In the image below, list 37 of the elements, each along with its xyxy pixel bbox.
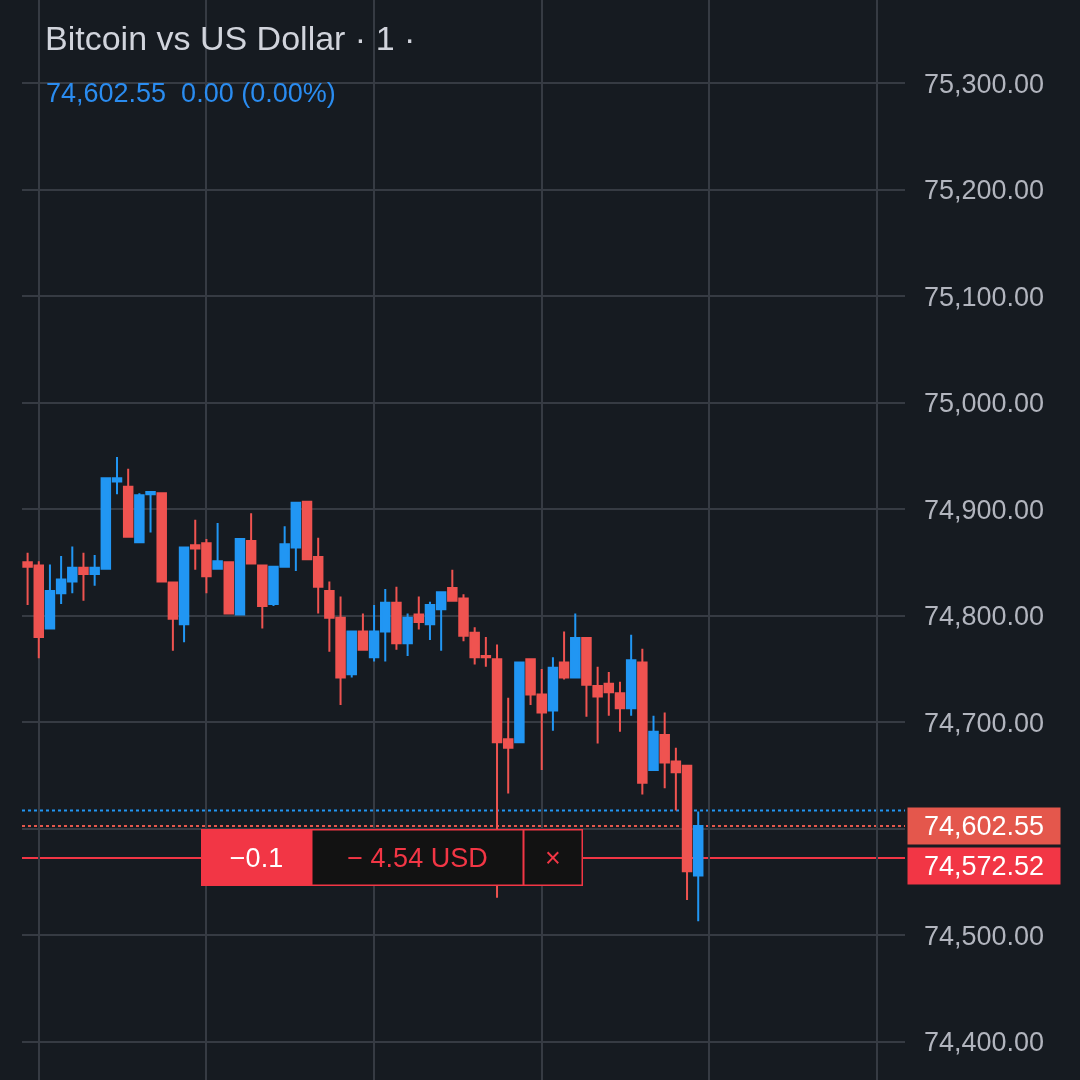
candlestick — [692, 810, 704, 923]
candlestick — [122, 467, 134, 538]
candlestick — [212, 521, 223, 570]
y-tick-label: 75,300.00 — [924, 68, 1045, 99]
candlestick — [234, 537, 246, 616]
y-tick-label: 74,900.00 — [924, 494, 1045, 525]
candlestick — [413, 595, 425, 631]
candlestick — [223, 561, 235, 615]
text: 74,602.55 0.00 (0.00%) — [46, 78, 336, 108]
y-tick-label: 74,800.00 — [924, 601, 1045, 632]
y-tick-label: 74,500.00 — [924, 920, 1045, 951]
y-tick-label: 75,000.00 — [924, 388, 1045, 419]
annotation: × — [545, 842, 561, 873]
candlestick — [357, 612, 369, 651]
y-tick-label: 74,400.00 — [924, 1027, 1045, 1058]
candlestick — [402, 612, 413, 658]
candlestick — [625, 633, 637, 717]
candlestick — [547, 656, 559, 732]
annotation: −0.1 — [229, 842, 284, 873]
candlestick — [391, 585, 402, 651]
annotation: − 4.54 USD — [347, 842, 488, 873]
candlestick — [648, 714, 659, 772]
text: Bitcoin vs US Dollar · 1 · — [45, 18, 416, 57]
ref-line-label: 74,572.52 — [923, 851, 1045, 881]
candlestick — [78, 551, 89, 602]
y-tick-label: 75,200.00 — [924, 175, 1045, 206]
candlestick — [245, 512, 257, 566]
candlestick — [570, 612, 581, 679]
ref-line-label: 74,602.55 — [923, 811, 1045, 841]
candlestick — [257, 564, 268, 630]
y-tick-label: 74,700.00 — [924, 707, 1045, 738]
candlestick — [637, 647, 648, 796]
y-tick-label: 75,100.00 — [924, 281, 1045, 312]
candlestick — [558, 630, 570, 681]
candlestick — [514, 661, 525, 744]
candlestick — [346, 630, 357, 679]
candlestick — [178, 546, 190, 644]
